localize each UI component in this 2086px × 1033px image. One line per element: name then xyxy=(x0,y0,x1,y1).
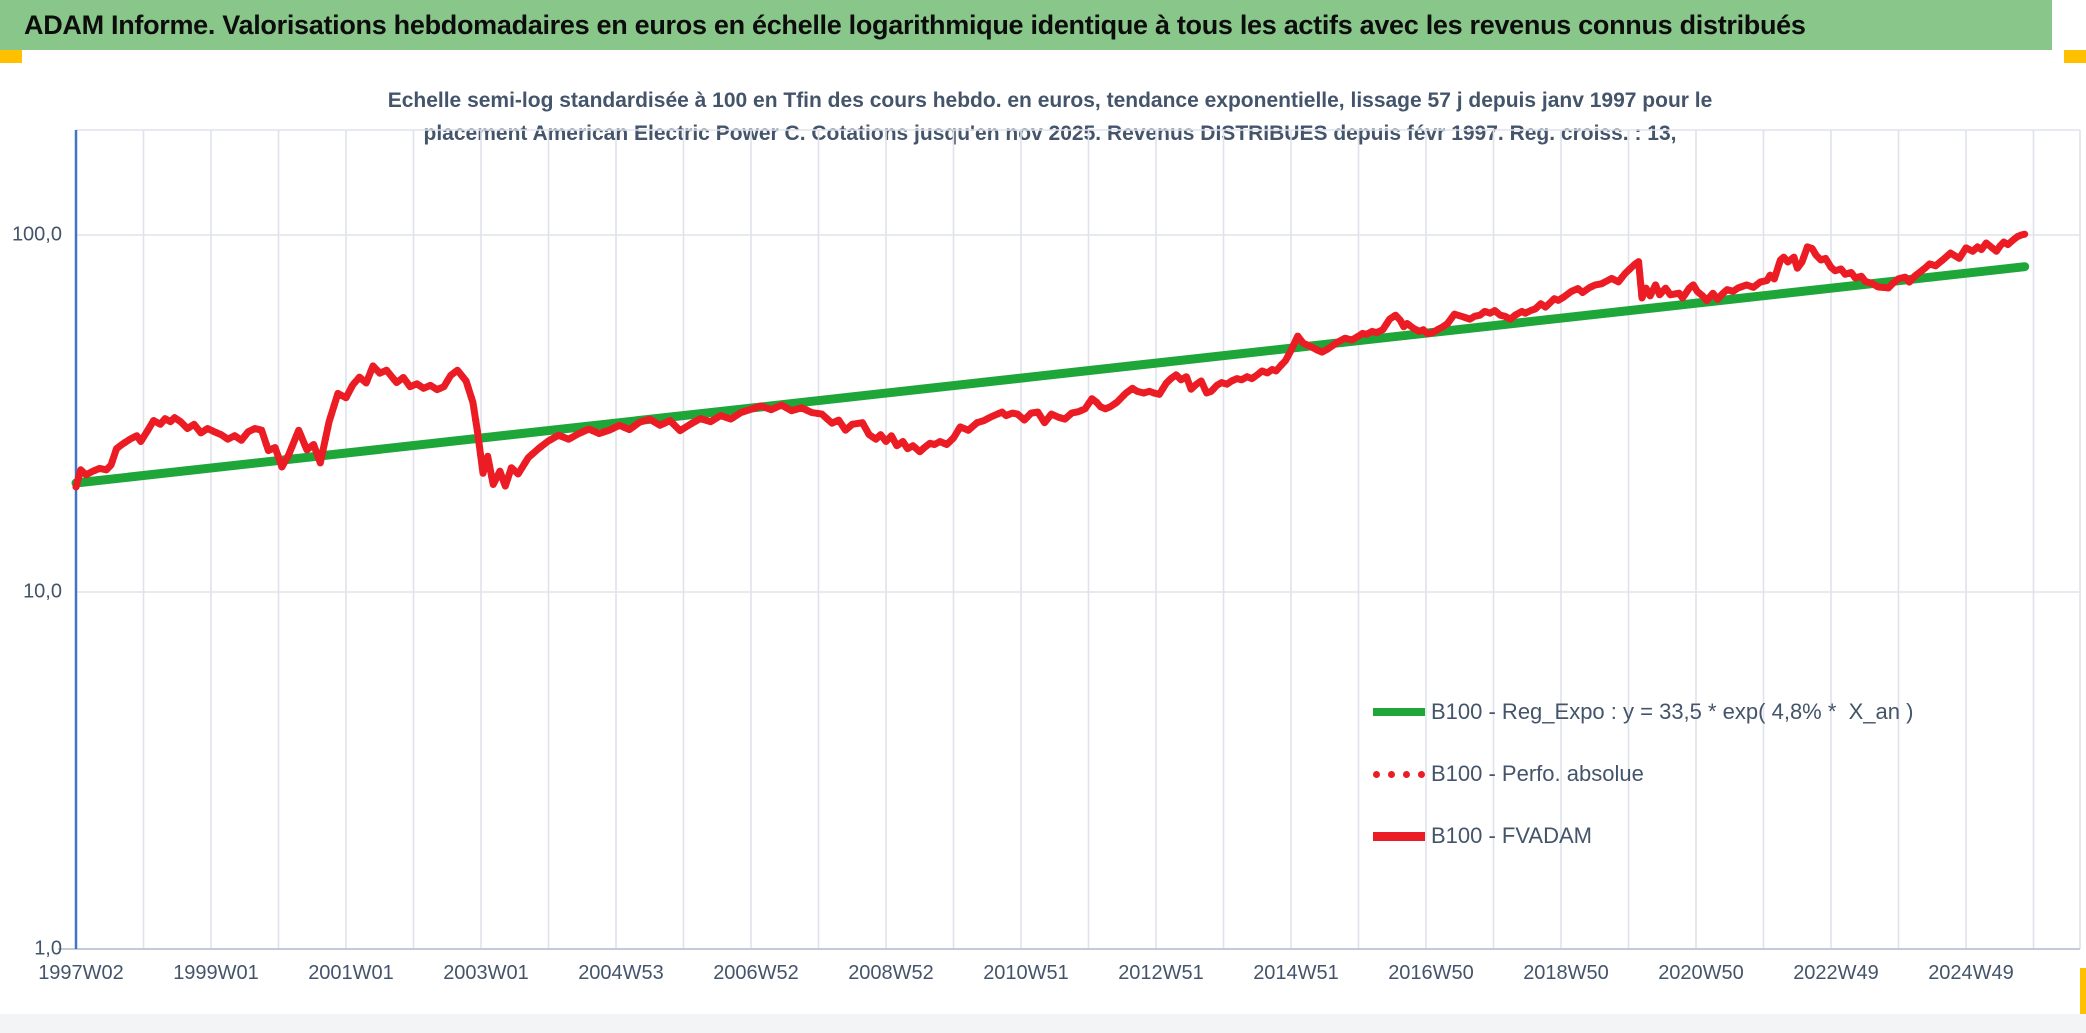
x-tick-label: 2014W51 xyxy=(1253,962,1339,984)
chart-title-line1: Echelle semi-log standardisée à 100 en T… xyxy=(387,89,1713,112)
x-tick-label: 2003W01 xyxy=(443,962,529,984)
legend-item: B100 - FVADAM xyxy=(1373,805,1913,867)
x-tick-label: 2001W01 xyxy=(308,962,394,984)
x-tick-label: 2024W49 xyxy=(1928,962,2014,984)
x-tick-label: 1997W02 xyxy=(38,962,124,984)
amber-marker-top-right xyxy=(2064,50,2086,63)
legend-marker-dotted xyxy=(1373,770,1425,778)
y-tick-label: 1,0 xyxy=(34,937,62,960)
amber-marker-top-left xyxy=(0,50,22,63)
chart-legend: B100 - Reg_Expo : y = 33,5 * exp( 4,8% *… xyxy=(1373,681,1913,867)
chart-title-line2: placement American Electric Power C. Cot… xyxy=(423,122,1677,145)
bottom-strip xyxy=(0,1014,2086,1033)
x-tick-label: 2020W50 xyxy=(1658,962,1744,984)
legend-marker-solid xyxy=(1373,831,1425,841)
x-tick-label: 1999W01 xyxy=(173,962,259,984)
series-fvadam xyxy=(72,230,2029,491)
series-reg-expo xyxy=(71,262,2030,488)
legend-label: B100 - Perfo. absolue xyxy=(1431,761,1644,786)
legend-label: B100 - Reg_Expo : y = 33,5 * exp( 4,8% *… xyxy=(1431,699,1914,724)
x-tick-label: 2006W52 xyxy=(713,962,799,984)
x-tick-label: 2004W53 xyxy=(578,962,664,984)
banner-title: ADAM Informe. Valorisations hebdomadaire… xyxy=(24,9,1806,40)
x-tick-label: 2018W50 xyxy=(1523,962,1609,984)
x-tick-label: 2016W50 xyxy=(1388,962,1474,984)
y-tick-label: 10,0 xyxy=(23,580,62,603)
legend-marker-solid xyxy=(1373,708,1425,716)
banner: ADAM Informe. Valorisations hebdomadaire… xyxy=(0,0,2052,50)
x-tick-label: 2022W49 xyxy=(1793,962,1879,984)
x-tick-label: 2010W51 xyxy=(983,962,1069,984)
legend-label: B100 - FVADAM xyxy=(1431,823,1592,848)
x-tick-label: 2012W51 xyxy=(1118,962,1204,984)
y-tick-label: 100,0 xyxy=(11,223,62,246)
x-tick-label: 2008W52 xyxy=(848,962,934,984)
legend-item: B100 - Reg_Expo : y = 33,5 * exp( 4,8% *… xyxy=(1373,681,1913,743)
amber-marker-bottom-right xyxy=(2080,968,2086,1014)
legend-item: B100 - Perfo. absolue xyxy=(1373,743,1913,805)
chart-title: Echelle semi-log standardisée à 100 en T… xyxy=(250,84,1850,150)
